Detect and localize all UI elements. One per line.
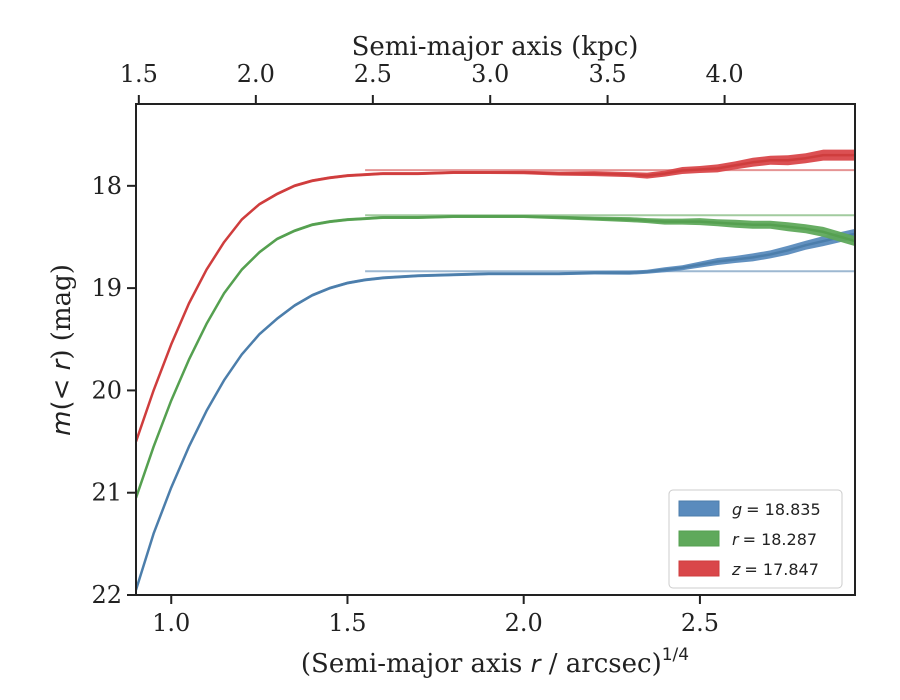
top-tick-label: 4.0	[706, 60, 744, 88]
top-tick-label: 1.5	[120, 60, 158, 88]
y-axis-label-prefix: m	[47, 411, 77, 436]
x-axis-label-prefix: (Semi-major axis	[301, 649, 531, 679]
y-tick-label: 20	[91, 376, 122, 404]
legend-value-r: = 18.287	[743, 530, 817, 549]
y-axis-label-suffix: ) (mag)	[47, 264, 77, 360]
y-tick-label: 19	[91, 274, 122, 302]
x-tick-label: 1.0	[152, 609, 190, 637]
series-line-r	[136, 215, 855, 499]
top-tick-label: 2.5	[354, 60, 392, 88]
legend-band-g: g	[732, 500, 742, 519]
top-axis-label: Semi-major axis (kpc)	[352, 32, 639, 62]
legend-entry-z: z = 17.847	[731, 560, 819, 579]
legend-entry-g: g = 18.835	[732, 500, 821, 519]
top-tick-label: 2.0	[237, 60, 275, 88]
y-tick-label: 22	[91, 581, 122, 609]
x-axis-label: (Semi-major axis r / arcsec)1/4	[301, 645, 689, 679]
x-axis-ticks: 1.0 1.5 2.0 2.5	[152, 595, 719, 637]
top-axis-ticks: 1.5 2.0 2.5 3.0 3.5 4.0	[120, 60, 744, 104]
top-tick-label: 3.0	[471, 60, 509, 88]
y-tick-label: 18	[91, 172, 122, 200]
x-tick-label: 2.5	[681, 609, 719, 637]
legend-entry-r: r = 18.287	[732, 530, 817, 549]
series-line-g	[136, 232, 855, 591]
x-axis-label-exponent: 1/4	[662, 645, 689, 665]
x-tick-label: 1.5	[328, 609, 366, 637]
y-axis-label-mid: (<	[47, 370, 77, 410]
legend-band-z: z	[731, 560, 741, 579]
x-tick-label: 2.0	[505, 609, 543, 637]
legend-band-r: r	[732, 530, 740, 549]
y-axis-ticks: 18 19 20 21 22	[91, 172, 136, 609]
legend-swatch-g	[678, 500, 720, 517]
series-layer	[136, 149, 855, 592]
legend-value-g: = 18.835	[746, 500, 820, 519]
y-axis-label: m(< r) (mag)	[47, 264, 77, 436]
series-line-z	[136, 153, 855, 443]
plot-frame	[135, 103, 856, 596]
y-tick-label: 21	[91, 479, 122, 507]
legend-swatch-z	[678, 560, 720, 577]
x-axis-label-suffix: / arcsec)	[541, 649, 662, 679]
top-tick-label: 3.5	[588, 60, 626, 88]
legend: g = 18.835 r = 18.287 z = 17.847	[668, 489, 843, 589]
y-axis-label-var: r	[47, 357, 77, 370]
x-axis-label-var: r	[531, 650, 543, 678]
legend-value-z: = 17.847	[744, 560, 818, 579]
legend-swatch-r	[678, 530, 720, 547]
